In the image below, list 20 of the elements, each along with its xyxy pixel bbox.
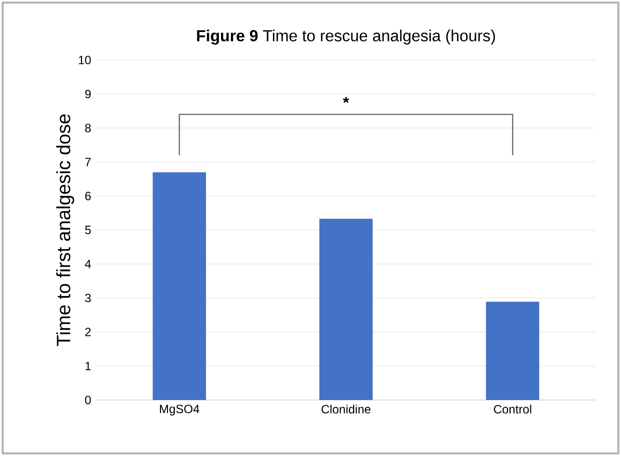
y-tick-label: 1 [86, 362, 91, 370]
y-tick-label: 4 [84, 260, 91, 268]
y-tick-label: 8 [85, 124, 91, 132]
bar [319, 218, 373, 400]
y-tick-label: 0 [85, 396, 91, 404]
y-tick-label: 9 [85, 90, 91, 98]
y-tick-label: 6 [85, 192, 91, 200]
y-tick-label: 10 [78, 56, 91, 64]
y-tick-label: 7 [85, 158, 91, 166]
x-tick-label: Control [494, 404, 532, 414]
y-axis-title: Time to first analgesic dose [56, 114, 74, 346]
x-tick-label: MgSO4 [160, 404, 200, 416]
x-tick-label: Clonidine [322, 404, 370, 414]
y-tick-label: 5 [85, 226, 91, 234]
bar [486, 302, 540, 400]
y-tick-label: 3 [85, 294, 91, 302]
chart-title: Figure 9 Time to rescue analgesia (hours) [197, 30, 495, 45]
bar [152, 172, 206, 400]
y-tick-label: 2 [85, 328, 91, 336]
annotation: * [342, 96, 350, 103]
